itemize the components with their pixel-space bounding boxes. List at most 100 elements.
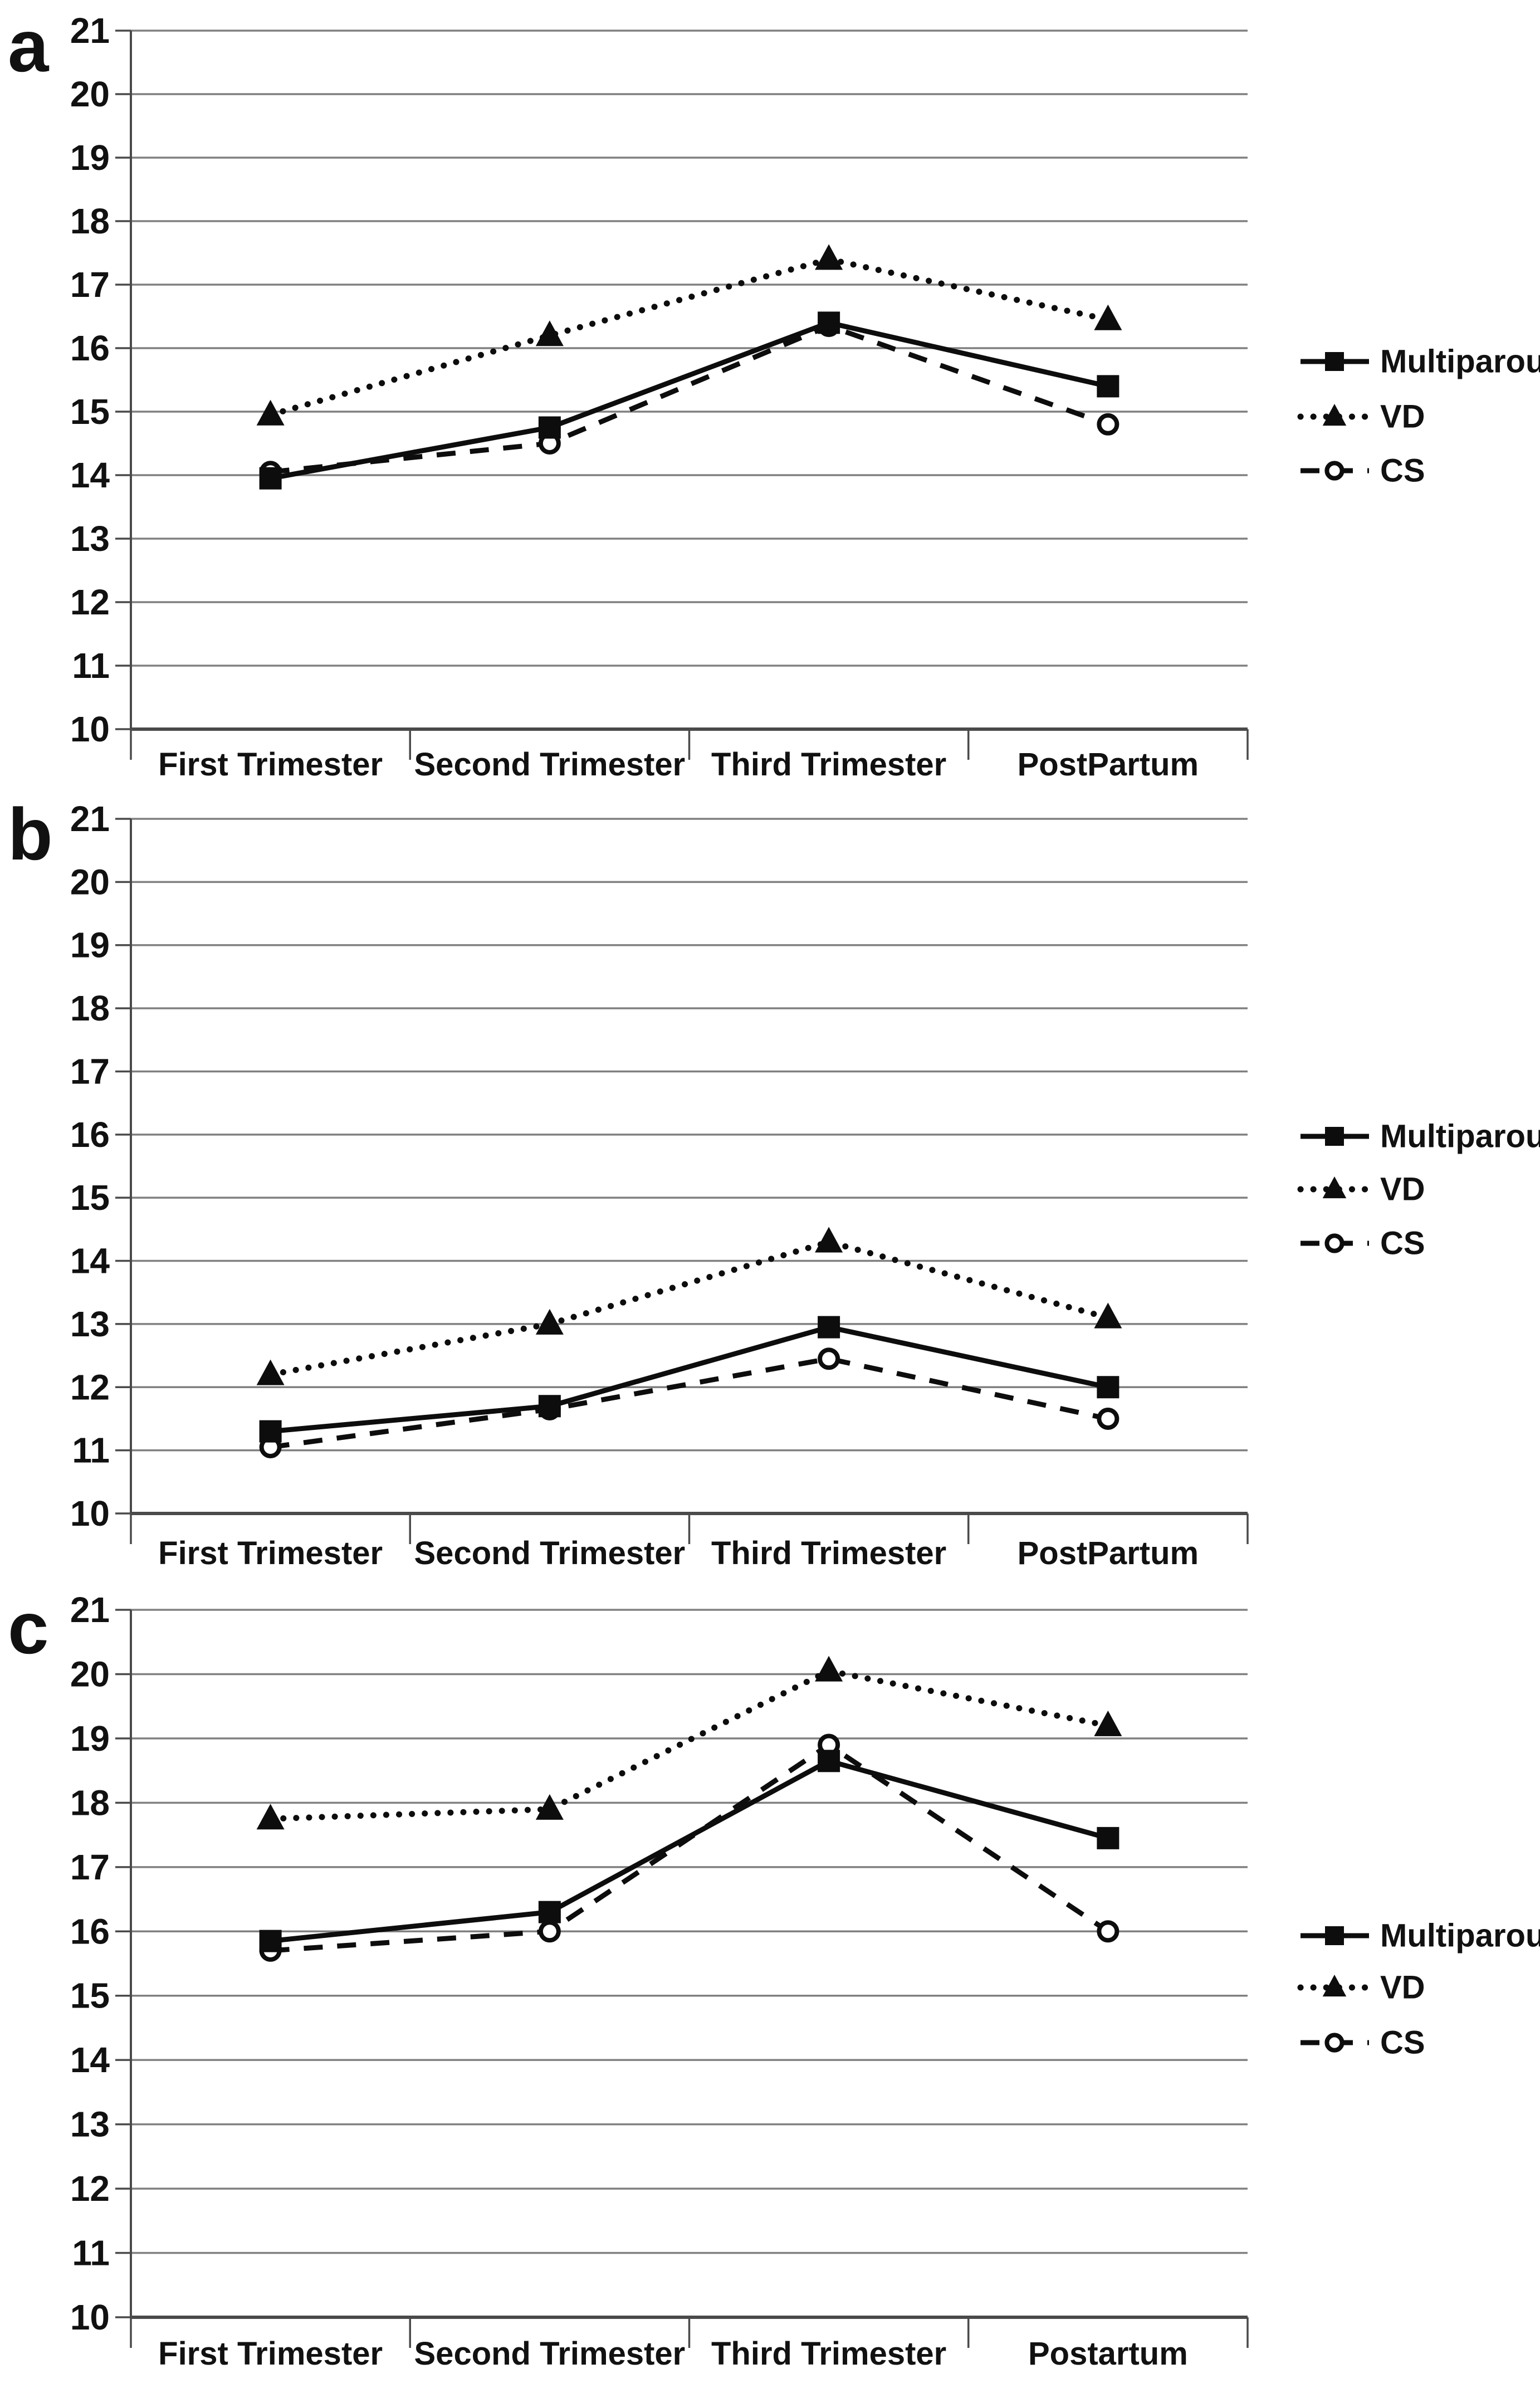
marker-open-circle (1324, 461, 1345, 481)
y-tick-label: 15 (70, 392, 110, 432)
series-vd (267, 1667, 1111, 1822)
legend-item-multiparous: Multiparous (1301, 1918, 1540, 1954)
marker-filled-triangle (1322, 1975, 1347, 1997)
x-axis: First Trimester Second Trimester Third Tri… (130, 727, 1249, 783)
series-cs (270, 323, 1109, 475)
y-tick-label: 19 (70, 1718, 110, 1759)
legend-item-vd: VD (1297, 1171, 1425, 1208)
series-line-vd (267, 1667, 1111, 1822)
x-axis: First Trimester Second Trimester Third Tri… (130, 1512, 1249, 1571)
marker-filled-square (259, 1930, 282, 1952)
panel-c-chart: c 21 20 19 18 17 16 15 14 13 12 11 10 First Trimester… (8, 1588, 1540, 2372)
x-category-label: Third Trimester (711, 746, 946, 783)
y-tick-label: 14 (70, 455, 110, 495)
y-tick-label: 13 (70, 519, 110, 559)
marker-filled-triangle (1094, 1302, 1122, 1329)
series-line-vd (267, 1238, 1111, 1378)
y-tick-label: 19 (70, 138, 110, 178)
series-cs (270, 1356, 1109, 1450)
panel-letter-b: b (8, 797, 53, 875)
markers-vd (256, 1656, 1122, 1830)
marker-filled-triangle (1094, 1710, 1122, 1736)
legend: Multiparous VD CS (1297, 1119, 1540, 1262)
legend: Multiparous VD CS (1297, 1918, 1540, 2061)
marker-filled-square (818, 1316, 840, 1339)
marker-filled-square (259, 1420, 282, 1443)
gridlines (131, 818, 1248, 1452)
x-category-label: Second Trimester (414, 2336, 686, 2372)
series-cs (270, 1742, 1109, 1954)
legend: Multiparous VD CS (1297, 344, 1540, 489)
x-category-label: Second Trimester (414, 1535, 686, 1571)
series-line-multiparous (270, 1324, 1109, 1434)
markers-multiparous (259, 311, 1119, 490)
y-tick-label: 15 (70, 1976, 110, 2016)
y-tick-label: 19 (70, 925, 110, 965)
marker-filled-square (1325, 352, 1344, 371)
x-category-label: Second Trimester (414, 746, 686, 783)
markers-vd (256, 244, 1122, 426)
marker-open-circle (818, 1347, 840, 1370)
legend-item-multiparous: Multiparous (1301, 344, 1540, 380)
series-multiparous (270, 1324, 1109, 1434)
legend-label: VD (1380, 1171, 1425, 1208)
y-tick-label: 21 (70, 1590, 110, 1630)
marker-filled-square (538, 1901, 561, 1923)
marker-filled-triangle (815, 1227, 843, 1253)
marker-filled-triangle (1094, 304, 1122, 330)
legend-item-multiparous: Multiparous (1301, 1119, 1540, 1155)
series-line-vd (267, 256, 1111, 418)
series-line-multiparous (270, 320, 1109, 481)
panel-b: b 21 20 19 18 17 16 15 14 13 12 11 10 First Trimester… (0, 797, 1540, 1588)
marker-filled-triangle (535, 320, 564, 346)
x-category-label: Third Trimester (711, 1535, 946, 1571)
series-line-cs (270, 323, 1109, 475)
legend-label: Multiparous (1380, 344, 1540, 380)
legend-item-cs: CS (1301, 453, 1425, 489)
y-tick-label: 20 (70, 862, 110, 902)
y-tick-label: 15 (70, 1178, 110, 1218)
legend-item-vd: VD (1297, 399, 1425, 435)
y-tick-label: 14 (70, 1241, 110, 1281)
legend-item-cs: CS (1301, 1225, 1425, 1262)
marker-filled-triangle (535, 1308, 564, 1335)
series-line-multiparous (270, 1758, 1109, 1944)
series-multiparous (270, 320, 1109, 481)
legend-label: CS (1380, 1225, 1425, 1262)
y-tick-label: 11 (72, 2233, 110, 2273)
y-tick-label: 17 (70, 265, 110, 305)
marker-filled-triangle (256, 399, 285, 426)
marker-filled-square (259, 467, 282, 490)
legend-label: CS (1380, 453, 1425, 489)
y-tick-label: 10 (70, 2297, 110, 2337)
legend-label: VD (1380, 399, 1425, 435)
legend-label: VD (1380, 1970, 1425, 2006)
gridlines (131, 1609, 1248, 2254)
y-tick-label: 10 (70, 1493, 110, 1534)
y-tick-label: 12 (70, 1367, 110, 1407)
markers-multiparous (259, 1750, 1119, 1952)
y-tick-label: 21 (70, 11, 110, 51)
panel-letter-a: a (8, 5, 50, 87)
y-tick-label: 10 (70, 709, 110, 749)
legend-item-cs: CS (1301, 2025, 1425, 2061)
legend-item-vd: VD (1297, 1970, 1425, 2006)
legend-label: Multiparous (1380, 1119, 1540, 1155)
panel-a: a 21 20 19 18 17 16 15 14 13 12 11 10 First Trimester… (0, 0, 1540, 797)
marker-filled-square (1325, 1926, 1344, 1945)
marker-filled-triangle (256, 1804, 285, 1830)
marker-filled-square (818, 1750, 840, 1772)
series-line-cs (270, 1742, 1109, 1954)
marker-open-circle (538, 1920, 561, 1943)
marker-filled-square (538, 1395, 561, 1418)
marker-open-circle (1097, 1920, 1119, 1943)
legend-label: Multiparous (1380, 1918, 1540, 1954)
series-vd (267, 256, 1111, 418)
markers-vd (256, 1227, 1122, 1385)
marker-filled-triangle (815, 244, 843, 270)
y-axis: 21 20 19 18 17 16 15 14 13 12 11 10 (70, 799, 132, 1534)
marker-filled-square (1097, 1827, 1119, 1849)
y-tick-label: 17 (70, 1847, 110, 1887)
y-tick-label: 11 (72, 646, 110, 686)
